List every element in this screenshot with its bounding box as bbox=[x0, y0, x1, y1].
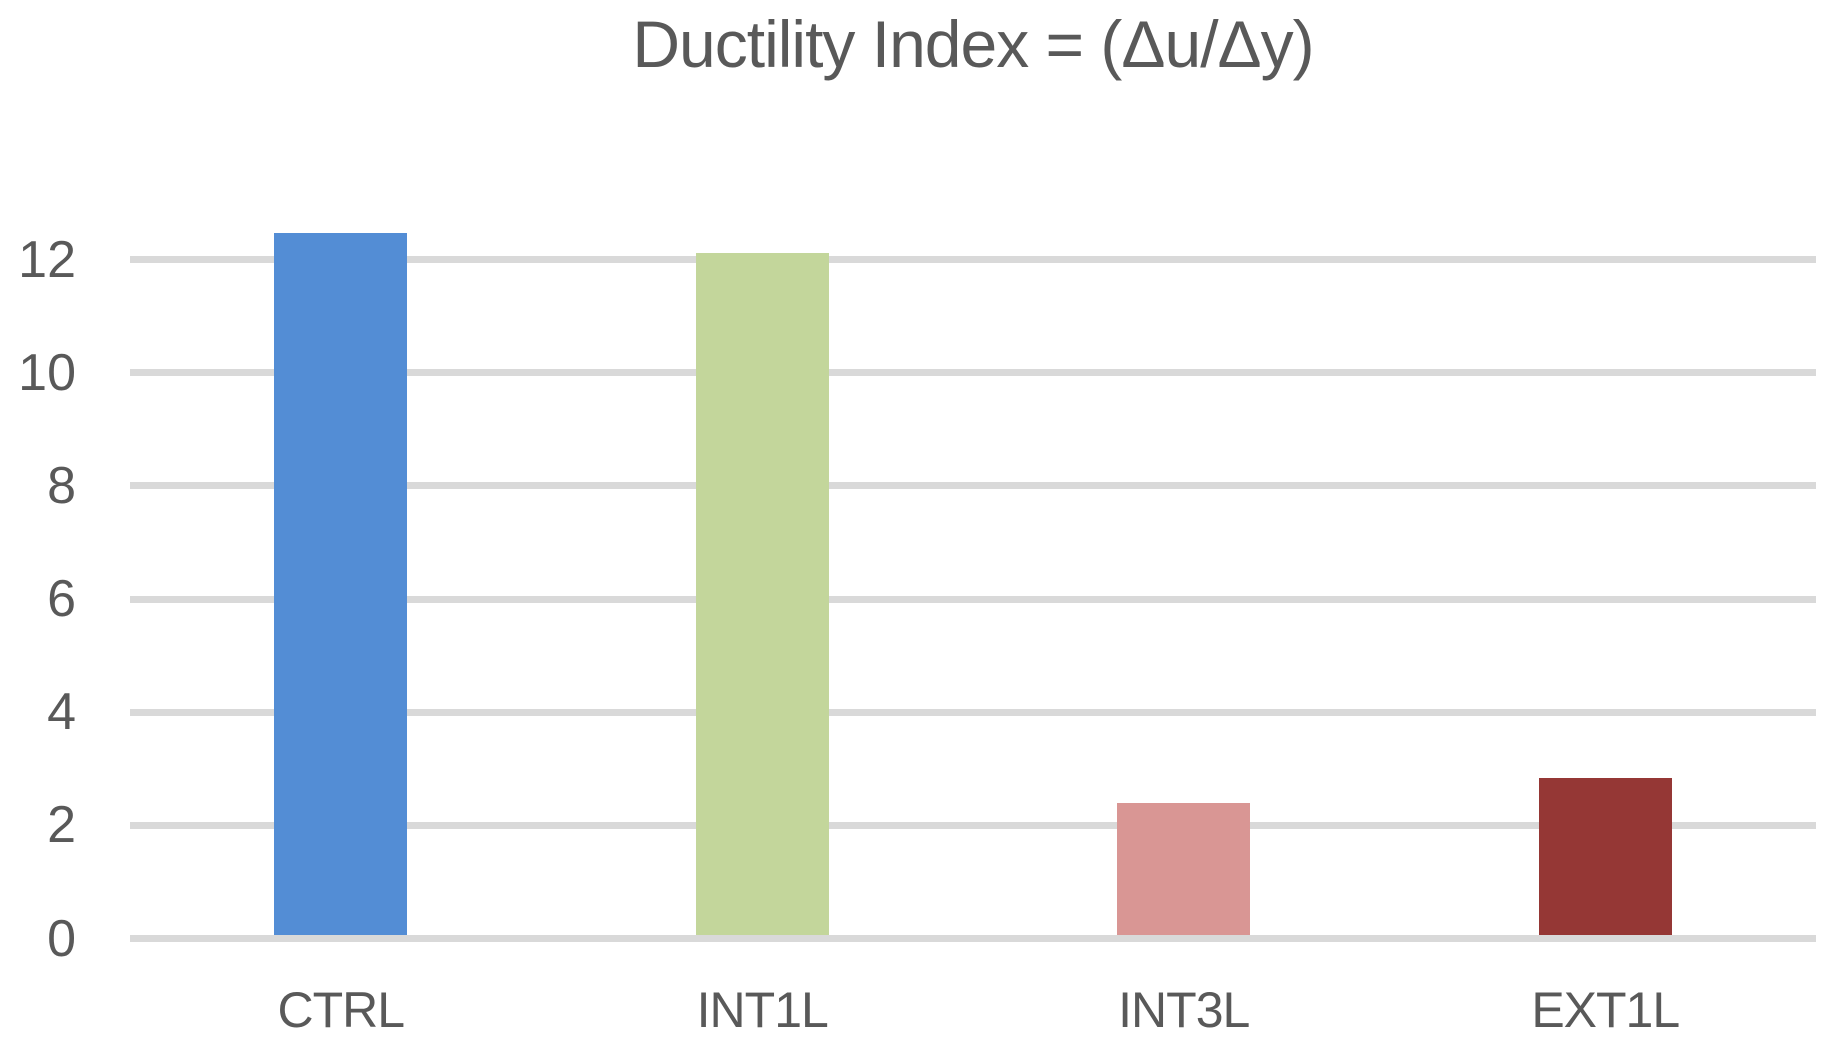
gridline bbox=[130, 369, 1816, 377]
gridline bbox=[130, 482, 1816, 490]
y-axis-tick-label: 4 bbox=[47, 683, 76, 742]
bar-int3l bbox=[1117, 803, 1251, 935]
y-axis-tick-label: 12 bbox=[18, 230, 76, 289]
chart-title: Ductility Index = (Δu/Δy) bbox=[632, 7, 1314, 81]
gridline bbox=[130, 595, 1816, 603]
gridline bbox=[130, 935, 1816, 942]
x-axis-category-label: CTRL bbox=[277, 982, 405, 1038]
y-axis-tick-label: 8 bbox=[47, 456, 76, 515]
gridline bbox=[130, 708, 1816, 716]
bar-ext1l bbox=[1538, 777, 1672, 935]
x-axis-category-label: INT3L bbox=[1118, 982, 1250, 1038]
gridline bbox=[130, 821, 1816, 829]
y-axis-tick-label: 0 bbox=[47, 909, 76, 968]
x-axis-category-label: INT1L bbox=[696, 982, 829, 1038]
x-axis-category-label: EXT1L bbox=[1531, 982, 1680, 1038]
bar-ctrl bbox=[274, 233, 408, 935]
y-axis-tick-label: 6 bbox=[47, 570, 76, 628]
y-axis-tick-label: 10 bbox=[18, 343, 76, 402]
bar-int1l bbox=[695, 253, 829, 935]
gridline bbox=[130, 256, 1816, 263]
y-axis-tick-label: 2 bbox=[47, 796, 76, 855]
